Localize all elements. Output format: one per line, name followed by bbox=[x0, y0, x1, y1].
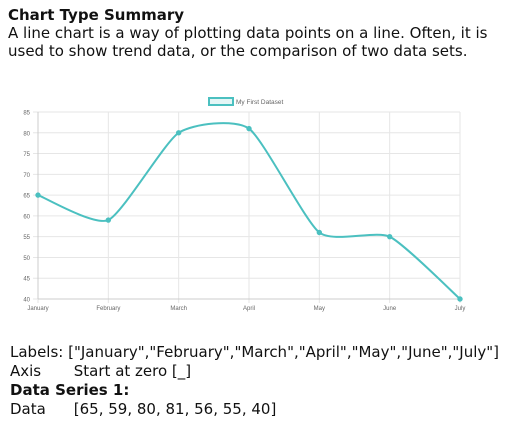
x-tick-label: January bbox=[27, 306, 48, 312]
axis-key: Axis bbox=[10, 362, 42, 380]
x-tick-label: February bbox=[96, 306, 120, 312]
data-point bbox=[457, 296, 463, 302]
y-tick-label: 45 bbox=[23, 277, 30, 283]
x-tick-label: July bbox=[455, 306, 466, 312]
axis-layer: 40 45 50 55 60 65 70 75 80 85 January February March… bbox=[23, 111, 465, 313]
data-point bbox=[175, 130, 182, 136]
y-tick-label: 80 bbox=[23, 131, 30, 137]
data-key: Data bbox=[10, 400, 46, 418]
x-tick-label: April bbox=[243, 306, 255, 312]
y-tick-label: 85 bbox=[23, 111, 30, 117]
line-chart-svg: 40 45 50 55 60 65 70 75 80 85 January February March… bbox=[23, 97, 465, 313]
labels-key: Labels: bbox=[10, 343, 64, 361]
data-point bbox=[105, 217, 112, 223]
labels-row: Labels: ["January","February","March","A… bbox=[10, 343, 510, 362]
x-tick-label: June bbox=[383, 306, 397, 312]
x-tick-label: May bbox=[314, 306, 325, 312]
y-tick-label: 75 bbox=[23, 152, 30, 158]
data-value: [65, 59, 80, 81, 56, 55, 40] bbox=[73, 400, 277, 418]
x-tick-label: March bbox=[170, 306, 187, 312]
legend-swatch[interactable] bbox=[208, 97, 234, 106]
summary-description: A line chart is a way of plotting data p… bbox=[8, 24, 488, 60]
y-tick-label: 65 bbox=[23, 194, 30, 200]
data-point bbox=[35, 192, 41, 198]
data-series-title: Data Series 1: bbox=[10, 381, 130, 399]
axis-row: Axis Start at zero [_] bbox=[10, 362, 510, 381]
series-layer bbox=[35, 122, 463, 302]
y-tick-label: 60 bbox=[23, 214, 30, 220]
y-tick-label: 40 bbox=[23, 298, 30, 304]
y-tick-label: 70 bbox=[23, 173, 30, 179]
chart-summary: Chart Type Summary A line chart is a way… bbox=[8, 6, 498, 60]
labels-value: ["January","February","March","April","M… bbox=[68, 343, 500, 361]
data-point bbox=[316, 229, 323, 236]
grid-layer bbox=[33, 111, 461, 303]
data-row: Data [65, 59, 80, 81, 56, 55, 40] bbox=[10, 400, 510, 419]
y-tick-label: 55 bbox=[23, 235, 30, 241]
data-point bbox=[246, 125, 252, 132]
axis-value[interactable]: Start at zero [_] bbox=[73, 362, 192, 380]
data-point bbox=[386, 233, 393, 240]
y-tick-label: 50 bbox=[23, 256, 30, 262]
summary-title: Chart Type Summary bbox=[8, 6, 185, 24]
chart-config-info: Labels: ["January","February","March","A… bbox=[10, 343, 510, 419]
legend-label[interactable]: My First Dataset bbox=[236, 99, 284, 106]
legend[interactable]: My First Dataset bbox=[208, 97, 284, 106]
line-chart: 40 45 50 55 60 65 70 75 80 85 January February March… bbox=[0, 92, 516, 318]
